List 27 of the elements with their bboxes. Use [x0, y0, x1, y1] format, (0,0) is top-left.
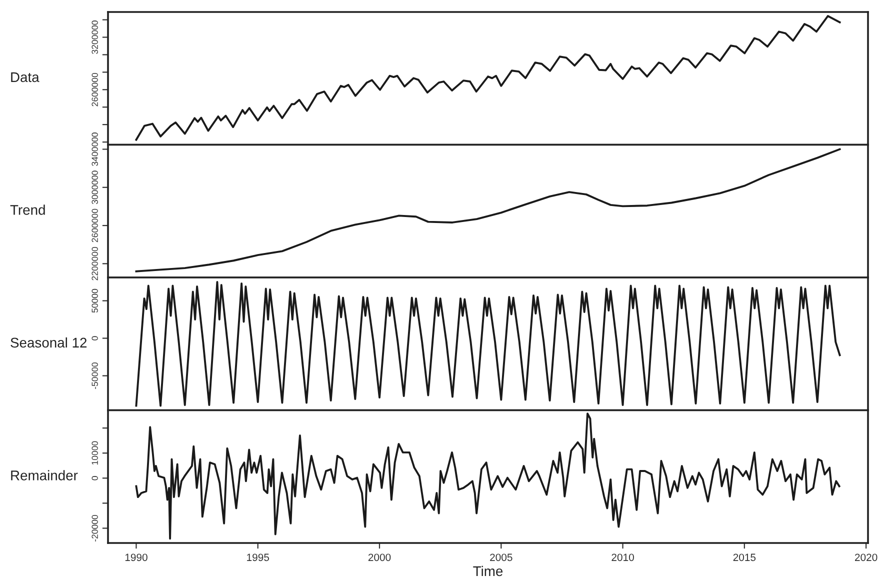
line-series	[135, 281, 841, 407]
y-tick-label: 2200000	[92, 246, 98, 280]
x-tick-label: 2020	[854, 554, 878, 562]
x-tick-label: 2015	[733, 554, 756, 562]
y-tick-label: 3200000	[92, 20, 98, 54]
y-tick-label: 2600000	[92, 72, 98, 106]
y-tick-label: 2600000	[92, 208, 98, 242]
x-axis-title: Time	[473, 566, 503, 576]
y-axis-title: Seasonal 12	[10, 337, 87, 348]
y-axis-title: Trend	[10, 204, 45, 215]
y-tick-label: -50000	[92, 362, 98, 389]
x-tick-label: 2010	[612, 554, 634, 562]
x-tick-label: 2005	[490, 554, 512, 562]
line-series	[135, 148, 841, 272]
y-tick-label: 50000	[92, 288, 98, 313]
x-tick-label: 1990	[125, 554, 148, 562]
y-axis-title: Remainder	[11, 470, 78, 480]
y-tick-label: 3000000	[92, 170, 98, 204]
y-tick-label: 3400000	[92, 132, 98, 166]
y-tick-label: 0	[92, 336, 98, 340]
y-tick-label: 10000	[92, 441, 98, 465]
y-axis-title: Data	[11, 72, 40, 82]
line-series	[135, 15, 841, 141]
y-tick-label: 0	[92, 476, 98, 480]
y-tick-label: -20000	[92, 514, 98, 542]
x-tick-label: 1995	[247, 554, 270, 562]
x-tick-label: 2000	[368, 554, 391, 562]
